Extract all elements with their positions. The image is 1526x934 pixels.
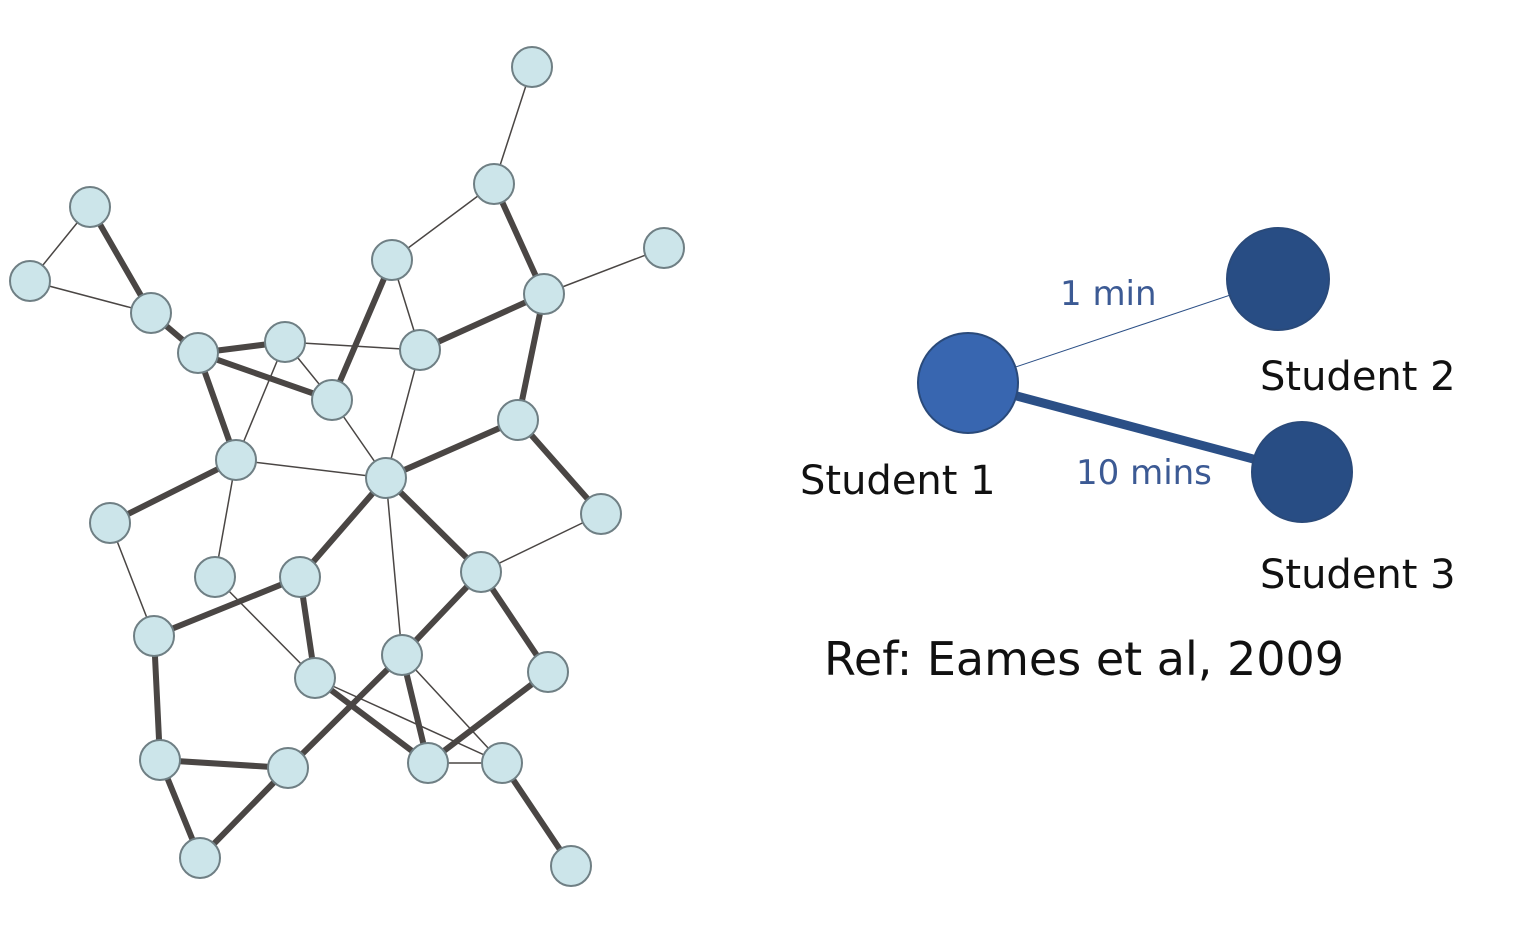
- network-edge: [385, 477, 403, 656]
- reference-citation: Ref: Eames et al, 2009: [824, 632, 1344, 686]
- network-node: [460, 551, 502, 593]
- network-node: [133, 615, 175, 657]
- network-edge: [383, 417, 521, 481]
- network-node: [279, 556, 321, 598]
- network-edge: [425, 669, 551, 766]
- student-3-label: Student 3: [1260, 552, 1456, 598]
- network-node: [371, 239, 413, 281]
- network-node: [365, 457, 407, 499]
- network-edge: [329, 257, 395, 403]
- network-node: [69, 186, 111, 228]
- network-node: [130, 292, 172, 334]
- network-node: [311, 379, 353, 421]
- network-node: [89, 502, 131, 544]
- network-edge: [314, 677, 503, 764]
- network-edge: [312, 675, 431, 766]
- network-edge: [151, 574, 303, 639]
- network-edge: [235, 459, 387, 479]
- network-node: [9, 260, 51, 302]
- network-edge: [385, 349, 421, 479]
- network-edge: [480, 513, 602, 573]
- network-node: [215, 439, 257, 481]
- network-node: [294, 657, 336, 699]
- network-node: [381, 634, 423, 676]
- network-node: [481, 742, 523, 784]
- student-3-node: [1251, 421, 1353, 523]
- network-edge: [515, 291, 547, 423]
- network-edge: [235, 341, 286, 461]
- network-edge: [157, 757, 291, 771]
- contact-network-nodes: [9, 46, 685, 887]
- student-1-node: [917, 332, 1019, 434]
- network-node: [177, 332, 219, 374]
- network-node: [267, 747, 309, 789]
- network-node: [194, 556, 236, 598]
- network-node: [523, 273, 565, 315]
- network-node: [511, 46, 553, 88]
- network-node: [264, 321, 306, 363]
- network-edge: [391, 183, 495, 261]
- network-node: [497, 399, 539, 441]
- network-edge: [417, 291, 547, 353]
- contact-network-edges: [29, 66, 665, 869]
- edge-label-10-mins: 10 mins: [1076, 453, 1212, 493]
- network-edge: [401, 654, 503, 764]
- network-edge: [297, 475, 389, 580]
- edge-student1-student3: [966, 378, 1304, 477]
- network-node: [399, 329, 441, 371]
- student-2-label: Student 2: [1260, 354, 1456, 400]
- network-edge: [285, 652, 405, 771]
- network-node: [179, 837, 221, 879]
- network-edge: [107, 457, 239, 526]
- network-node: [550, 845, 592, 887]
- edge-student1-student2: [967, 278, 1279, 384]
- network-edge: [214, 576, 316, 679]
- student-contact-example: 1 min 10 mins Student 1 Student 2 Studen…: [800, 227, 1456, 598]
- network-node: [407, 742, 449, 784]
- network-node: [580, 493, 622, 535]
- student-2-node: [1226, 227, 1330, 331]
- network-node: [139, 739, 181, 781]
- network-edge: [383, 475, 484, 575]
- network-edge: [195, 350, 335, 403]
- student-1-label: Student 1: [800, 458, 996, 504]
- network-edge: [543, 247, 665, 295]
- network-node: [473, 163, 515, 205]
- edge-label-1-min: 1 min: [1060, 274, 1157, 314]
- network-node: [527, 651, 569, 693]
- network-node: [643, 227, 685, 269]
